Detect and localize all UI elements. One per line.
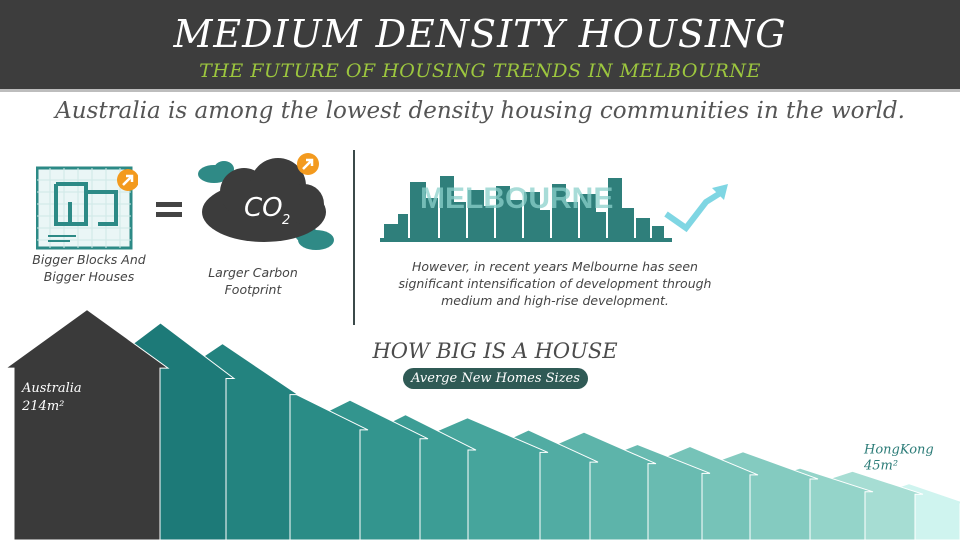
chart-title: HOW BIG IS A HOUSE [372, 339, 618, 363]
page-title: MEDIUM DENSITY HOUSING [173, 12, 787, 56]
intro-statement: Australia is among the lowest density ho… [55, 98, 905, 124]
trend-arrow-icon [664, 189, 724, 233]
svg-text:MELBOURNE: MELBOURNE [420, 182, 613, 215]
panel-divider [353, 150, 355, 325]
chart-subtitle-pill: Averge New Homes Sizes [403, 368, 588, 389]
house-bar-australia: Australia 214m² [4, 308, 170, 540]
country-label: Australia [21, 381, 82, 396]
svg-text:2: 2 [282, 213, 290, 228]
caption-bigger-blocks: Bigger Blocks And Bigger Houses [32, 252, 146, 284]
value-label: 214m² [21, 399, 64, 414]
value-label: 45m² [863, 459, 898, 474]
page-subtitle: THE FUTURE OF HOUSING TRENDS IN MELBOURN… [199, 60, 761, 82]
carbon-cloud-icon: CO 2 [198, 153, 334, 250]
caption-carbon-footprint: Larger Carbon Footprint [208, 265, 298, 297]
svg-text:CO: CO [244, 193, 283, 223]
melbourne-note: However, in recent years Melbourne has s… [398, 259, 712, 308]
floor-plan-icon [36, 166, 138, 250]
house-bar-shape [4, 308, 170, 540]
country-label: HongKong [863, 443, 934, 458]
equals-icon [156, 202, 182, 217]
melbourne-skyline-icon: MELBOURNE [380, 176, 728, 242]
header-banner: MEDIUM DENSITY HOUSING THE FUTURE OF HOU… [0, 0, 960, 92]
